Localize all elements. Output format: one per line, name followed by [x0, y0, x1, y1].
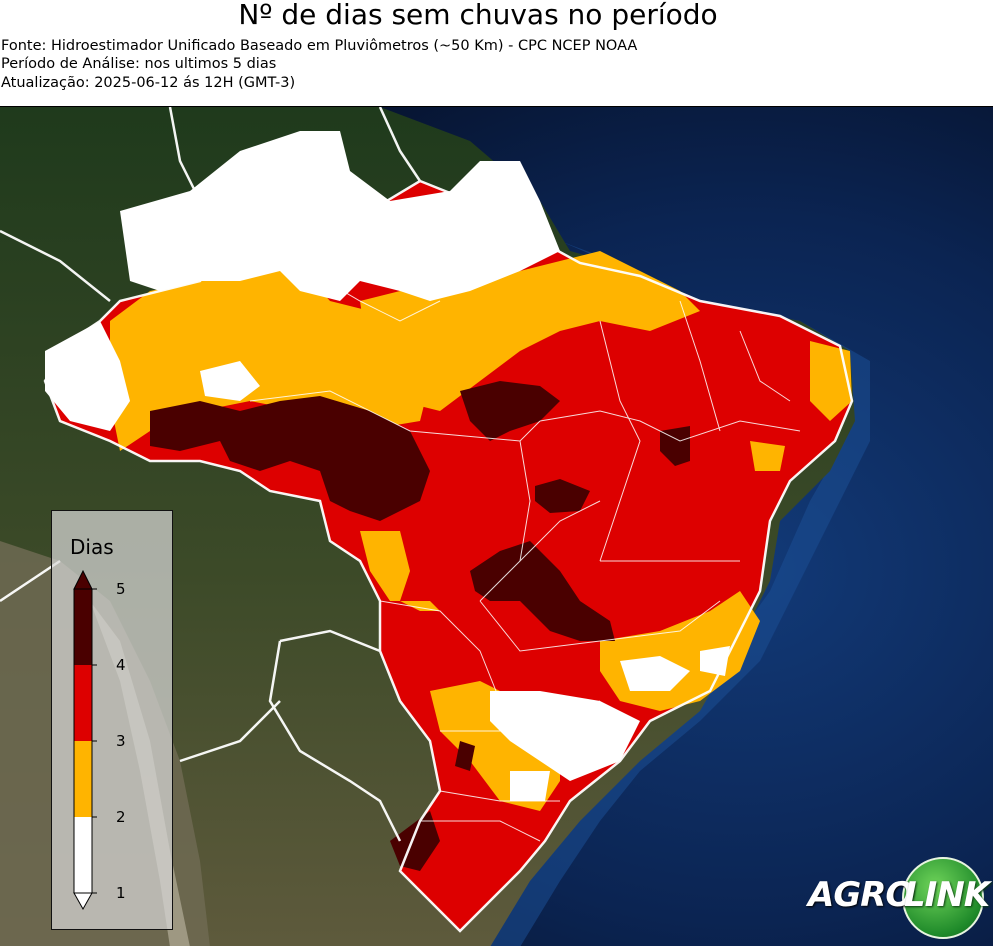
state-borders: [249, 265, 801, 842]
orange-center-west: [360, 531, 440, 611]
legend-upper-arrow: [73, 569, 93, 590]
orange-bahia: [750, 441, 785, 471]
legend-bin-4-5: [74, 589, 92, 665]
legend-colorbar: [73, 569, 97, 911]
continental-shelf: [470, 241, 870, 946]
legend-bin-2-3: [74, 741, 92, 817]
legend-title: Dias: [70, 535, 114, 559]
updated-line: Atualização: 2025-06-12 ás 12H (GMT-3): [1, 75, 296, 91]
darkred-goias: [470, 541, 615, 641]
source-line: Fonte: Hidroestimador Unificado Baseado …: [1, 38, 638, 54]
legend-tick-1: 1: [116, 884, 126, 902]
darkred-para: [460, 381, 560, 441]
darkred-rio-grande-do-sul: [390, 811, 440, 871]
darkred-mato-grosso-amazonas: [150, 396, 430, 521]
logo-green-circle: [902, 857, 984, 939]
legend-lower-arrow: [73, 892, 93, 911]
period-line: Período de Análise: nos ultimos 5 dias: [1, 56, 277, 72]
legend-tick-4: 4: [116, 656, 126, 674]
darkred-tocantins: [535, 479, 590, 513]
logo-text-agro: AGRO: [808, 875, 914, 915]
logo-text-link: LINK: [904, 875, 990, 915]
agrolink-logo: AGRO LINK: [806, 853, 990, 939]
darkred-santa-catarina: [455, 741, 475, 771]
darkred-piaui: [660, 426, 690, 466]
legend-bin-1-2: [74, 817, 92, 893]
white-parana: [510, 771, 550, 801]
legend: Dias 5 4 3 2 1: [51, 510, 173, 930]
orange-northeast-coast: [810, 341, 852, 421]
legend-bin-3-4: [74, 665, 92, 741]
legend-tick-2: 2: [116, 808, 126, 826]
header: Nº de dias sem chuvas no período Fonte: …: [0, 0, 993, 106]
white-north-amazon: [120, 131, 560, 301]
country-borders: [0, 107, 854, 933]
map-title: Nº de dias sem chuvas no período: [238, 0, 718, 31]
legend-tick-5: 5: [116, 580, 126, 598]
white-south: [490, 691, 640, 781]
white-minas: [620, 656, 690, 691]
white-amazon-pocket: [200, 361, 260, 401]
legend-tick-3: 3: [116, 732, 126, 750]
